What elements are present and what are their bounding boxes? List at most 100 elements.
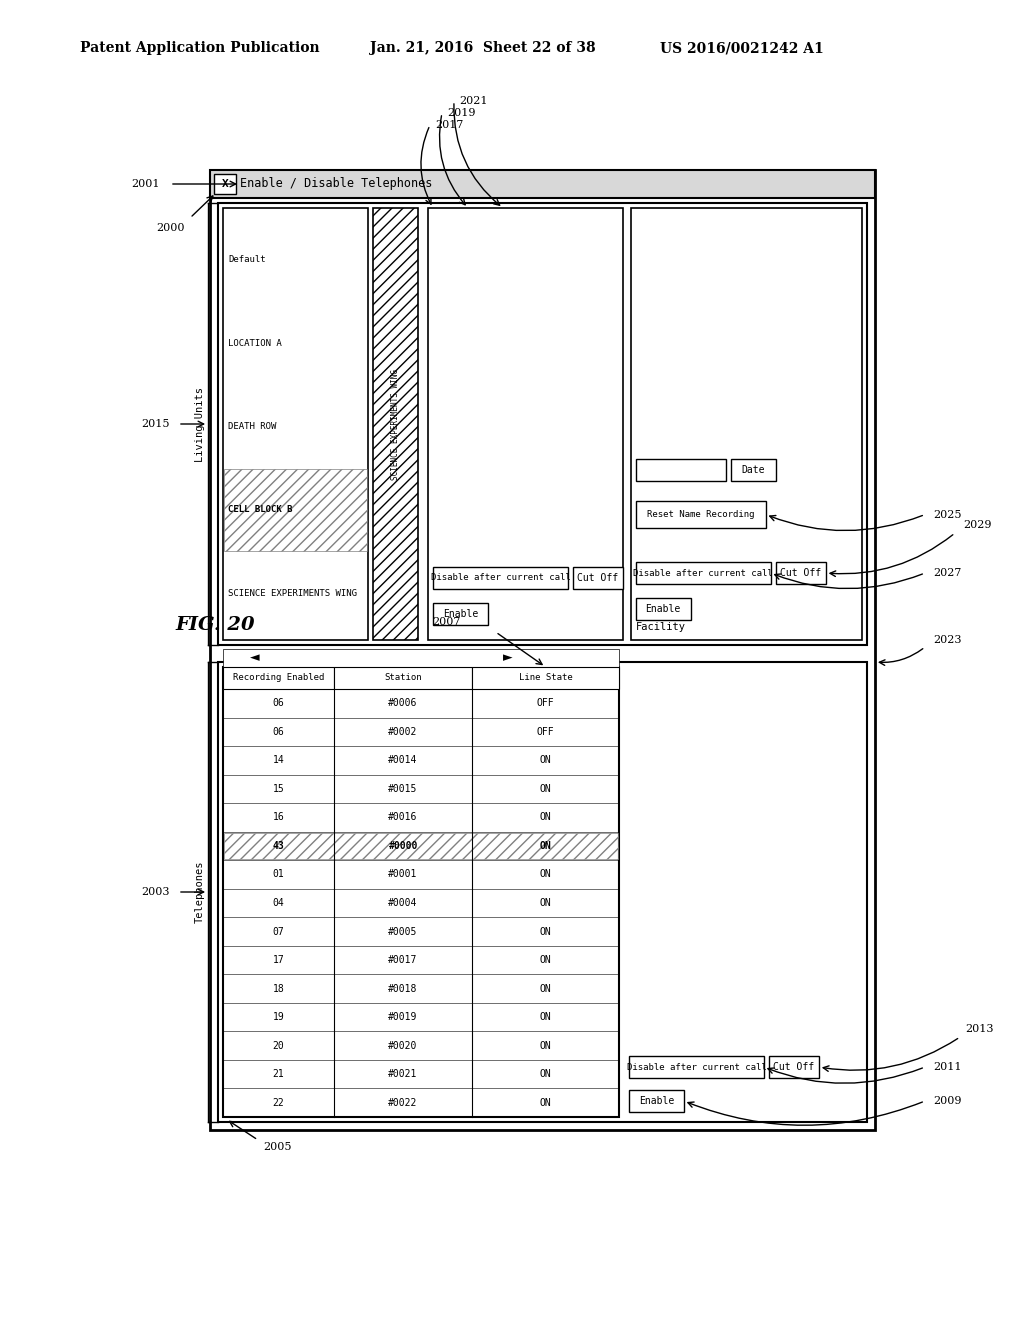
Text: 2009: 2009 xyxy=(933,1096,962,1106)
Text: LOCATION A: LOCATION A xyxy=(228,339,282,347)
Text: Cut Off: Cut Off xyxy=(773,1063,814,1072)
Text: ON: ON xyxy=(540,755,552,766)
Bar xyxy=(631,209,862,640)
Text: 2011: 2011 xyxy=(933,1063,962,1072)
Text: #0004: #0004 xyxy=(388,898,418,908)
Text: ON: ON xyxy=(540,927,552,936)
Text: 19: 19 xyxy=(272,1012,285,1022)
Text: Date: Date xyxy=(741,465,765,475)
Text: ON: ON xyxy=(540,784,552,793)
Text: ◄: ◄ xyxy=(250,652,259,664)
Text: 2021: 2021 xyxy=(459,96,487,106)
Text: 43: 43 xyxy=(272,841,285,851)
Text: 04: 04 xyxy=(272,898,285,908)
Text: #0002: #0002 xyxy=(388,727,418,737)
Text: 17: 17 xyxy=(272,956,285,965)
Text: 22: 22 xyxy=(272,1098,285,1107)
Text: 2000: 2000 xyxy=(157,223,185,234)
Text: 06: 06 xyxy=(272,698,285,709)
Bar xyxy=(210,170,874,1130)
Text: Disable after current call: Disable after current call xyxy=(627,1063,766,1072)
Text: #0020: #0020 xyxy=(388,1040,418,1051)
Text: #0019: #0019 xyxy=(388,1012,418,1022)
Text: 14: 14 xyxy=(272,755,285,766)
Text: ON: ON xyxy=(540,1098,552,1107)
Bar xyxy=(223,649,618,667)
Text: SCIENCE EXPERIMENTS WING: SCIENCE EXPERIMENTS WING xyxy=(228,589,357,598)
Bar xyxy=(334,667,472,689)
Text: Patent Application Publication: Patent Application Publication xyxy=(80,41,319,55)
Text: ON: ON xyxy=(540,898,552,908)
Text: Enable: Enable xyxy=(442,609,478,619)
Text: ON: ON xyxy=(540,1012,552,1022)
Text: ON: ON xyxy=(540,956,552,965)
Bar xyxy=(629,1056,764,1078)
Text: Cut Off: Cut Off xyxy=(578,573,618,583)
Bar xyxy=(218,663,867,1122)
Bar xyxy=(210,170,874,198)
Bar xyxy=(373,209,418,640)
Text: Telephones: Telephones xyxy=(195,861,205,923)
Bar xyxy=(573,568,623,589)
Text: 18: 18 xyxy=(272,983,285,994)
Bar xyxy=(214,174,236,194)
Bar xyxy=(769,1056,819,1078)
Text: 20: 20 xyxy=(272,1040,285,1051)
Text: OFF: OFF xyxy=(537,698,554,709)
Text: Enable: Enable xyxy=(639,1096,674,1106)
Text: Jan. 21, 2016  Sheet 22 of 38: Jan. 21, 2016 Sheet 22 of 38 xyxy=(370,41,596,55)
Text: FIG. 20: FIG. 20 xyxy=(175,616,255,634)
Text: 2025: 2025 xyxy=(933,510,962,520)
Text: 07: 07 xyxy=(272,927,285,936)
Text: 15: 15 xyxy=(272,784,285,793)
Text: Reset Name Recording: Reset Name Recording xyxy=(647,510,755,519)
Text: Living Units: Living Units xyxy=(195,387,205,462)
Text: 2017: 2017 xyxy=(435,120,464,129)
Text: #0005: #0005 xyxy=(388,927,418,936)
Text: 2015: 2015 xyxy=(141,418,170,429)
Text: ON: ON xyxy=(540,1040,552,1051)
Text: Station: Station xyxy=(384,673,422,682)
Bar xyxy=(636,562,771,583)
Text: 2029: 2029 xyxy=(963,520,991,531)
Bar xyxy=(472,667,618,689)
Text: Cut Off: Cut Off xyxy=(780,568,821,578)
Text: 2013: 2013 xyxy=(965,1024,993,1034)
Text: US 2016/0021242 A1: US 2016/0021242 A1 xyxy=(660,41,823,55)
Text: 01: 01 xyxy=(272,870,285,879)
Bar xyxy=(776,562,825,583)
Text: Enable: Enable xyxy=(645,605,681,614)
Text: 2001: 2001 xyxy=(131,180,160,189)
Bar xyxy=(731,459,776,480)
Text: #0001: #0001 xyxy=(388,870,418,879)
Bar xyxy=(428,209,623,640)
Text: 21: 21 xyxy=(272,1069,285,1080)
Text: X: X xyxy=(221,180,228,189)
Text: Disable after current call: Disable after current call xyxy=(633,569,773,578)
Bar xyxy=(636,598,691,620)
Text: CELL BLOCK B: CELL BLOCK B xyxy=(228,506,293,515)
Text: #0017: #0017 xyxy=(388,956,418,965)
Text: #0000: #0000 xyxy=(388,841,418,851)
Text: #0015: #0015 xyxy=(388,784,418,793)
Text: Enable / Disable Telephones: Enable / Disable Telephones xyxy=(240,177,432,190)
Text: #0016: #0016 xyxy=(388,812,418,822)
Text: 06: 06 xyxy=(272,727,285,737)
Text: #0022: #0022 xyxy=(388,1098,418,1107)
Text: 16: 16 xyxy=(272,812,285,822)
Bar xyxy=(636,459,726,480)
Bar xyxy=(218,203,867,645)
Text: #0006: #0006 xyxy=(388,698,418,709)
Bar xyxy=(224,833,617,859)
Text: #0021: #0021 xyxy=(388,1069,418,1080)
Bar xyxy=(433,568,568,589)
Text: 2023: 2023 xyxy=(933,635,962,645)
Text: Line State: Line State xyxy=(519,673,572,682)
Bar xyxy=(223,667,618,1117)
Text: ON: ON xyxy=(540,812,552,822)
Bar xyxy=(433,603,488,624)
Text: 2027: 2027 xyxy=(933,568,962,578)
Text: 2003: 2003 xyxy=(141,887,170,898)
Text: Default: Default xyxy=(228,255,265,264)
Text: ON: ON xyxy=(540,1069,552,1080)
